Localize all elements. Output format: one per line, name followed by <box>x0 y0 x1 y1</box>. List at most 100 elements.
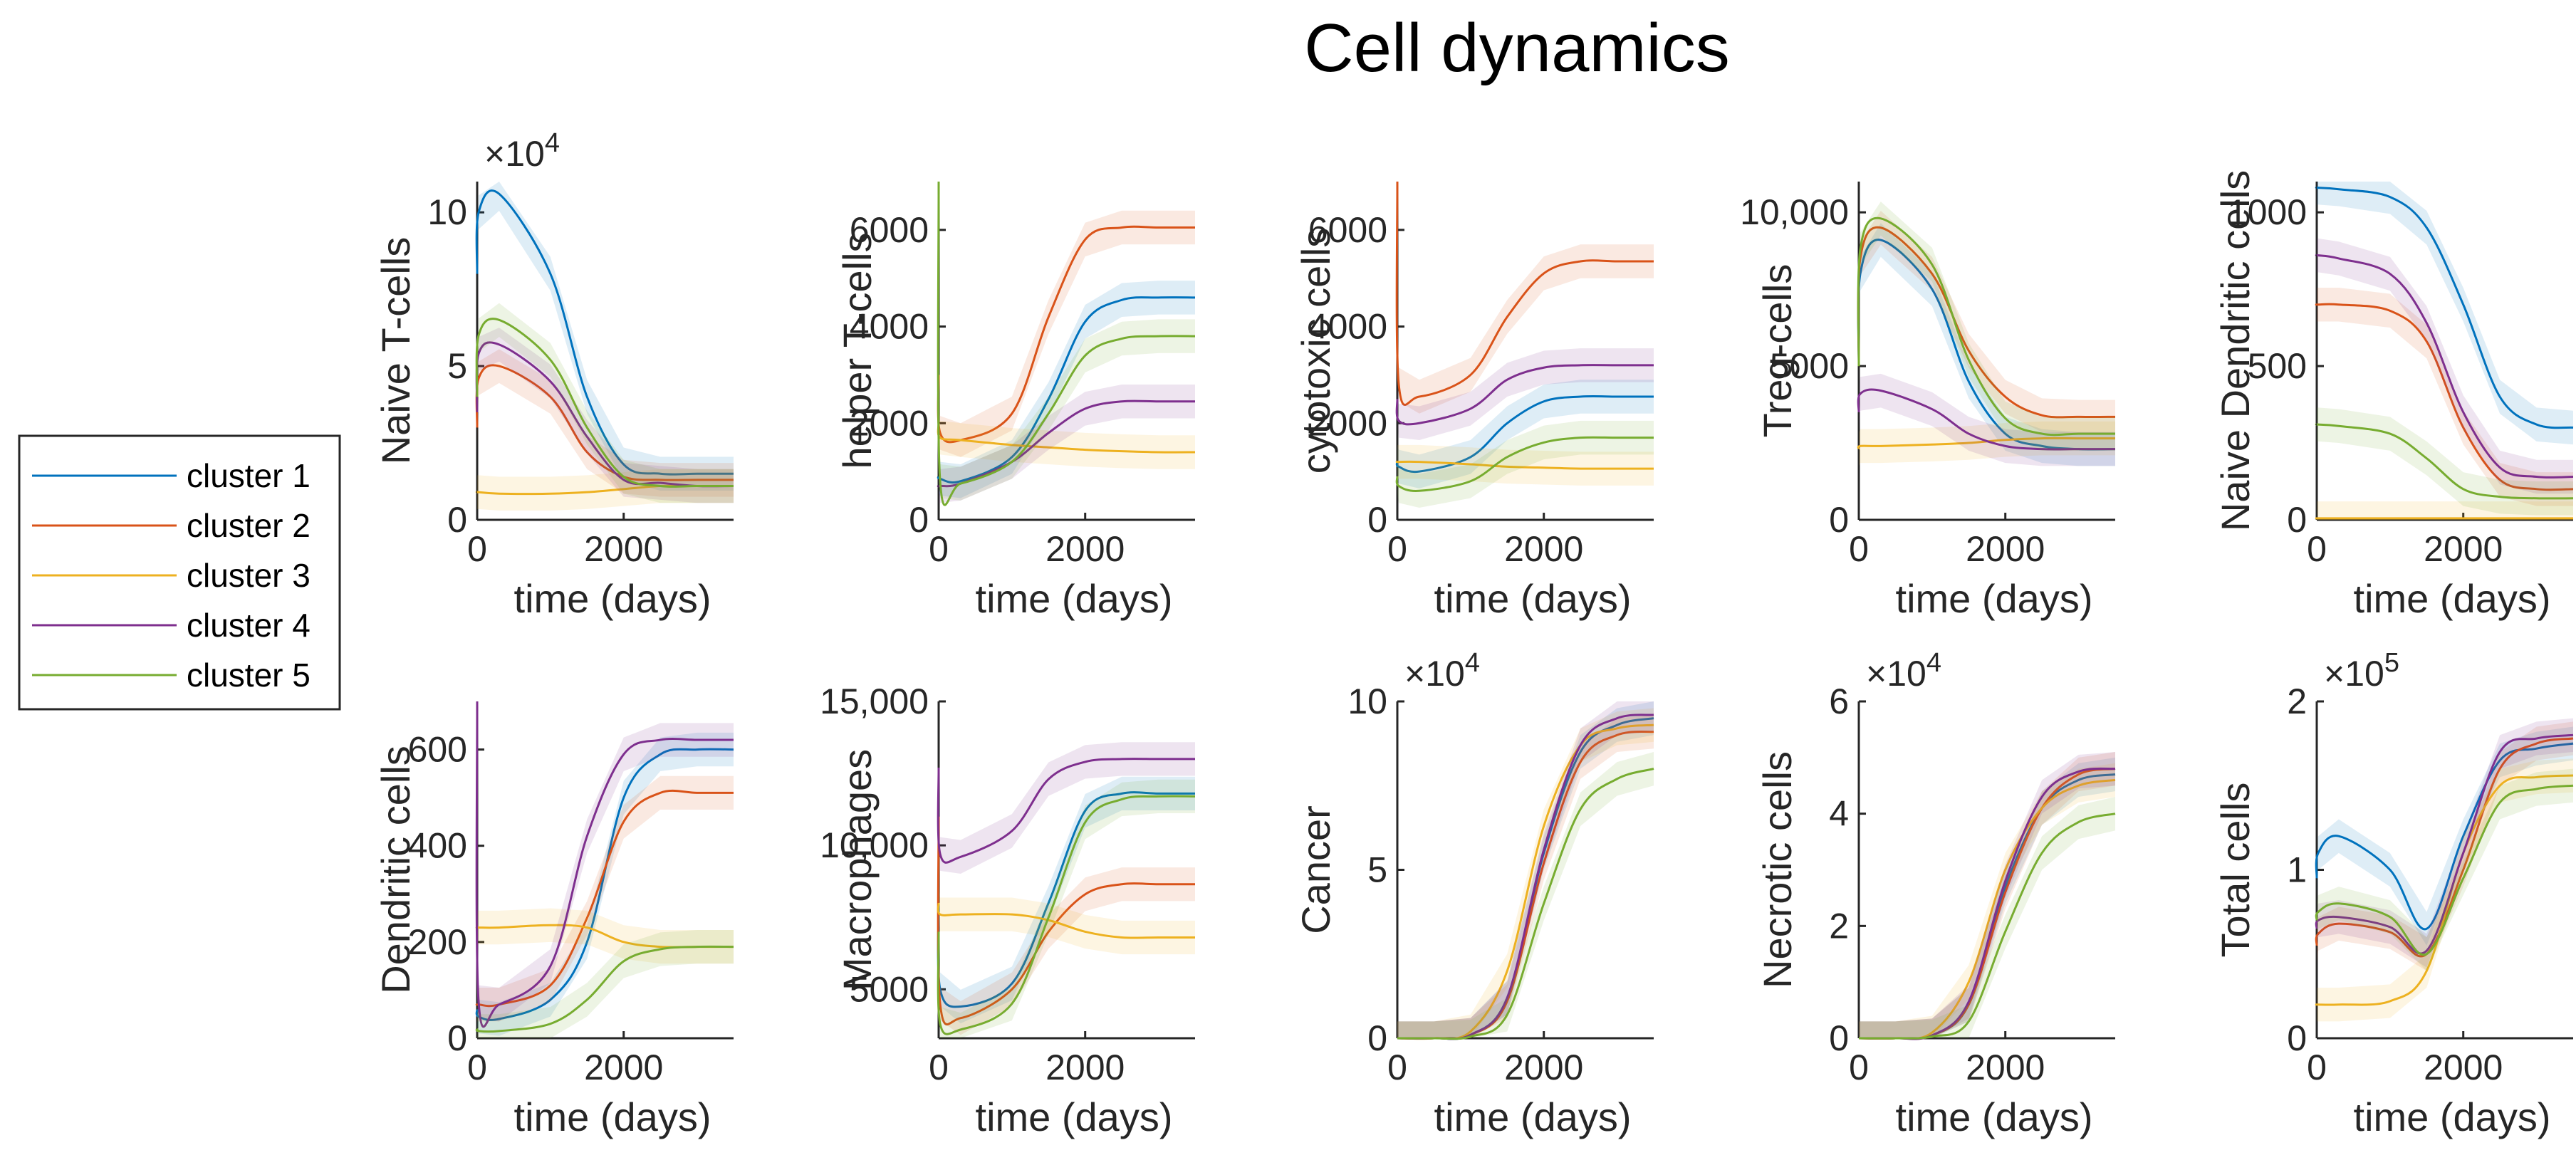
y-tick-label: 600 <box>408 730 467 770</box>
y-axis-exponent: ×105 <box>2324 648 2399 694</box>
y-axis-label: Naive Dendritic cells <box>2213 170 2258 531</box>
series-line-cluster-4 <box>475 341 734 488</box>
series-band-cluster-1 <box>1859 757 2115 1038</box>
y-tick-label: 400 <box>408 826 467 866</box>
x-axis-label: time (days) <box>1434 576 1632 621</box>
series-line-cluster-5 <box>475 945 734 1033</box>
y-tick-label: 10,000 <box>820 825 929 865</box>
series-line-cluster-3 <box>2315 774 2574 1006</box>
y-tick-label: 6000 <box>1308 210 1387 250</box>
x-axis-label: time (days) <box>1896 576 2093 621</box>
legend-label-cluster-4: cluster 4 <box>187 607 311 644</box>
y-tick-label: 10,000 <box>1740 192 1849 232</box>
y-tick-label: 0 <box>1367 500 1387 540</box>
y-axis-label: Dendritic cells <box>373 746 418 994</box>
x-tick-label: 2000 <box>1045 529 1125 569</box>
x-tick-label: 2000 <box>1045 1047 1125 1087</box>
x-tick-label: 0 <box>929 529 949 569</box>
y-tick-label: 2000 <box>850 403 929 443</box>
y-tick-label: 1000 <box>2228 192 2307 232</box>
x-tick-label: 2000 <box>584 1047 663 1087</box>
y-axis-label: Cancer <box>1293 805 1338 934</box>
series-line-cluster-4 <box>1395 364 1654 426</box>
series-band-cluster-1 <box>477 182 734 491</box>
series-band-cluster-5 <box>2317 407 2573 516</box>
series-band-cluster-4 <box>1859 751 2115 1038</box>
panel-treg-cells: 0 5000 10,000 0 2000 time (days) Treg-cells <box>1740 182 2116 621</box>
series-band-cluster-3 <box>1397 708 1654 1038</box>
series-line-cluster-4 <box>937 758 1195 864</box>
series-line-cluster-4 <box>2315 254 2574 479</box>
x-tick-label: 2000 <box>1504 529 1583 569</box>
x-tick-label: 0 <box>467 1047 487 1087</box>
series-line-cluster-5 <box>1857 216 2115 437</box>
x-tick-label: 2000 <box>1504 1047 1583 1087</box>
x-axis-label: time (days) <box>2354 1094 2551 1139</box>
figure-title: Cell dynamics <box>1304 10 1730 86</box>
series-line-cluster-5 <box>2315 423 2574 500</box>
y-axis-label: Naive T-cells <box>373 237 418 465</box>
series-band-cluster-5 <box>939 779 1195 1038</box>
y-tick-label: 4 <box>1829 794 1849 834</box>
x-tick-label: 2000 <box>2424 529 2503 569</box>
series-band-cluster-4 <box>939 385 1195 503</box>
x-axis-label: time (days) <box>1434 1094 1632 1139</box>
series-band-cluster-2 <box>477 349 734 497</box>
y-tick-label: 200 <box>408 922 467 962</box>
y-tick-label: 4000 <box>850 307 929 347</box>
series-band-cluster-4 <box>2317 718 2573 968</box>
x-tick-label: 0 <box>1849 1047 1869 1087</box>
legend-label-cluster-5: cluster 5 <box>187 657 311 694</box>
y-axis-label: Macrophages <box>835 749 880 991</box>
series-band-cluster-1 <box>1397 701 1654 1038</box>
x-tick-label: 0 <box>2307 529 2327 569</box>
legend-label-cluster-1: cluster 1 <box>187 457 311 494</box>
series-line-cluster-2 <box>475 789 734 1008</box>
series-band-cluster-2 <box>1397 714 1654 1038</box>
series-band-cluster-3 <box>477 908 734 964</box>
series-line-cluster-4 <box>2315 733 2574 955</box>
series-line-cluster-5 <box>1397 768 1654 1040</box>
series-band-cluster-4 <box>1859 373 2115 466</box>
series-band-cluster-1 <box>2317 182 2573 445</box>
series-band-cluster-3 <box>1859 421 2115 466</box>
x-axis-label: time (days) <box>976 1094 1173 1139</box>
series-line-cluster-1 <box>475 189 734 476</box>
series-band-cluster-3 <box>2317 758 2573 1022</box>
series-line-cluster-4 <box>475 701 734 1028</box>
y-axis-exponent: ×104 <box>484 128 560 174</box>
series-line-cluster-5 <box>1395 436 1654 492</box>
y-axis-label: Treg-cells <box>1755 264 1800 438</box>
series-band-cluster-5 <box>477 303 734 503</box>
series-line-cluster-1 <box>1395 394 1654 474</box>
series-line-cluster-1 <box>2315 186 2574 429</box>
x-tick-label: 0 <box>929 1047 949 1087</box>
series-band-cluster-3 <box>939 406 1195 469</box>
series-line-cluster-2 <box>2315 303 2574 491</box>
series-line-cluster-5 <box>937 795 1196 1035</box>
y-axis-exponent: ×104 <box>1404 648 1480 694</box>
series-line-cluster-1 <box>937 791 1195 1008</box>
series-band-cluster-1 <box>2317 726 2573 946</box>
x-tick-label: 2000 <box>584 529 663 569</box>
y-tick-label: 500 <box>2248 346 2307 386</box>
series-band-cluster-1 <box>477 732 734 1036</box>
series-band-cluster-2 <box>477 775 734 1022</box>
x-axis-label: time (days) <box>976 576 1173 621</box>
series-band-cluster-4 <box>1397 348 1654 441</box>
series-band-cluster-2 <box>1397 182 1654 414</box>
series-line-cluster-3 <box>1857 437 2115 450</box>
y-tick-label: 10 <box>427 192 467 232</box>
x-tick-label: 0 <box>1849 529 1869 569</box>
y-tick-label: 4000 <box>1308 307 1387 347</box>
y-axis-exponent: ×104 <box>1866 648 1941 694</box>
legend-box <box>18 434 341 711</box>
x-axis-label: time (days) <box>2354 576 2551 621</box>
y-axis-label: Necrotic cells <box>1755 751 1800 988</box>
y-tick-label: 6 <box>1829 681 1849 721</box>
y-tick-label: 2000 <box>1308 403 1387 443</box>
series-line-cluster-5 <box>937 181 1196 506</box>
x-tick-label: 2000 <box>2424 1047 2503 1087</box>
legend-label-cluster-2: cluster 2 <box>187 507 311 544</box>
